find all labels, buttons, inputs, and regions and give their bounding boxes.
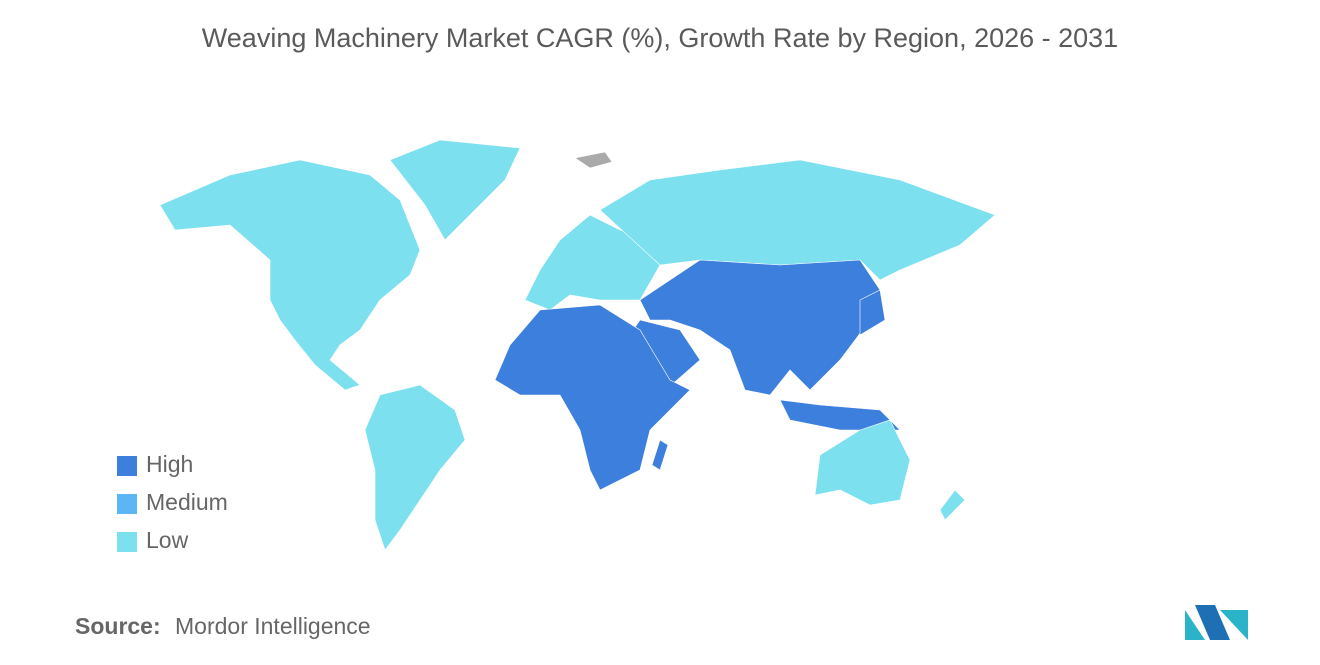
legend: High Medium Low <box>117 451 228 553</box>
legend-swatch <box>117 494 137 514</box>
source-text: Mordor Intelligence <box>175 613 371 639</box>
no-data-region <box>574 151 613 169</box>
legend-label: Medium <box>146 489 228 515</box>
new-zealand <box>939 489 966 521</box>
world-map <box>159 139 996 551</box>
legend-swatch <box>117 456 137 476</box>
madagascar <box>651 439 669 471</box>
legend-label: Low <box>146 527 189 553</box>
legend-label: High <box>146 451 193 477</box>
australia <box>814 419 911 506</box>
greenland <box>389 139 521 241</box>
africa <box>494 304 691 491</box>
southeast-asia <box>779 399 901 431</box>
legend-swatch <box>117 532 137 552</box>
title: Weaving Machinery Market CAGR (%), Growt… <box>202 23 1118 53</box>
south-america <box>364 384 466 551</box>
source-label: Source: <box>75 613 161 639</box>
asia <box>639 259 881 396</box>
north-america <box>159 159 421 391</box>
logo <box>1185 605 1248 640</box>
japan <box>859 289 886 336</box>
north-asia <box>599 159 996 281</box>
